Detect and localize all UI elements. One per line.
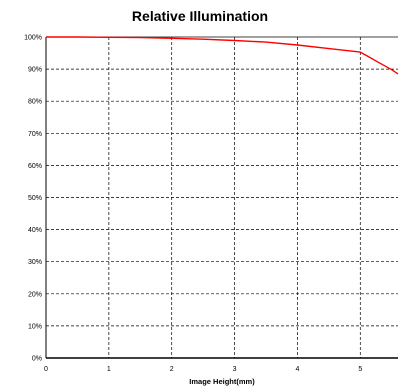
chart-title: Relative Illumination <box>131 8 269 24</box>
x-tick-label: 1 <box>107 366 111 373</box>
grid <box>46 37 398 358</box>
y-tick-label: 60% <box>28 163 42 170</box>
relative-illumination-line <box>46 36 399 75</box>
x-tick-label: 4 <box>295 366 299 373</box>
y-tick-label: 20% <box>28 291 42 298</box>
x-tick-label: 0 <box>44 366 48 373</box>
tick-labels: 0% 10% 20% 30% 40% 50% 60% 70% 80% 90% 100% 0 1 2 3 4 5 <box>24 35 362 374</box>
x-tick-label: 3 <box>233 366 237 373</box>
x-axis-label: Image Height(mm) <box>189 377 255 386</box>
series <box>46 36 399 75</box>
x-tick-label: 5 <box>358 366 362 373</box>
y-tick-label: 70% <box>28 131 42 138</box>
y-tick-label: 30% <box>28 259 42 266</box>
y-tick-label: 10% <box>28 323 42 330</box>
y-tick-label: 100% <box>24 35 42 42</box>
y-tick-label: 90% <box>28 67 42 74</box>
x-tick-label: 2 <box>170 366 174 373</box>
y-tick-label: 40% <box>28 227 42 234</box>
y-tick-label: 80% <box>28 99 42 106</box>
y-tick-label: 50% <box>28 195 42 202</box>
y-tick-label: 0% <box>32 356 42 363</box>
